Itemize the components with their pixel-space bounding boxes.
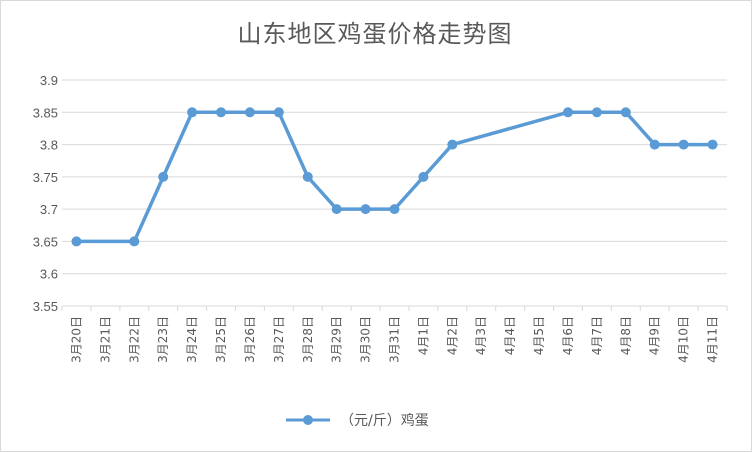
x-category-label: 4月8日 <box>619 316 633 355</box>
x-category-label: 3月27日 <box>272 316 286 363</box>
y-tick-label: 3.65 <box>33 234 58 249</box>
data-point <box>273 107 284 118</box>
x-category-label: 4月1日 <box>416 316 430 355</box>
x-category-label: 3月24日 <box>185 316 199 363</box>
data-point <box>187 107 198 118</box>
y-tick-label: 3.55 <box>33 299 58 314</box>
x-category-label: 3月26日 <box>243 316 257 363</box>
data-point <box>71 236 82 247</box>
x-category-label: 4月2日 <box>445 316 459 355</box>
x-category-label: 3月21日 <box>98 316 112 363</box>
x-category-label: 4月7日 <box>590 316 604 355</box>
x-category-label: 4月10日 <box>677 316 691 363</box>
x-category-label: 4月3日 <box>474 316 488 355</box>
data-point <box>360 204 371 215</box>
gridlines <box>62 79 727 307</box>
data-point <box>302 171 313 182</box>
x-category-label: 3月28日 <box>301 316 315 363</box>
y-tick-label: 3.7 <box>40 202 58 217</box>
data-point <box>129 236 140 247</box>
x-category-label: 3月31日 <box>388 316 402 363</box>
series-layer <box>71 107 718 247</box>
y-tick-label: 3.75 <box>33 170 58 185</box>
x-category-label: 3月25日 <box>214 316 228 363</box>
x-category-label: 3月29日 <box>330 316 344 363</box>
legend-series-label: （元/斤）鸡蛋 <box>340 412 429 429</box>
data-point <box>591 107 602 118</box>
x-category-label: 4月9日 <box>648 316 662 355</box>
y-axis-ticks: 3.55 3.6 3.65 3.7 3.75 3.8 3.85 3.9 <box>33 73 58 314</box>
legend: （元/斤）鸡蛋 <box>286 412 429 429</box>
data-point <box>244 107 255 118</box>
x-category-label: 3月30日 <box>359 316 373 363</box>
legend-point-marker <box>303 415 313 425</box>
y-tick-label: 3.9 <box>40 73 58 88</box>
data-point <box>418 171 429 182</box>
x-category-label: 4月11日 <box>706 316 720 363</box>
x-category-label: 3月22日 <box>127 316 141 363</box>
data-point <box>707 139 718 150</box>
x-axis: 3月20日 3月21日 3月22日 3月23日 3月24日 3月25日 3月26日 3月27日… <box>61 305 728 363</box>
x-category-label: 4月6日 <box>561 316 575 355</box>
x-category-label: 3月20日 <box>69 316 83 363</box>
data-point <box>331 204 342 215</box>
data-point <box>562 107 573 118</box>
data-point <box>158 171 169 182</box>
data-point <box>620 107 631 118</box>
data-point <box>447 139 458 150</box>
data-point <box>389 204 400 215</box>
chart-title: 山东地区鸡蛋价格走势图 <box>237 20 513 48</box>
x-category-label: 4月4日 <box>503 316 517 355</box>
y-tick-label: 3.6 <box>40 267 58 282</box>
x-category-label: 3月23日 <box>156 316 170 363</box>
data-point <box>216 107 227 118</box>
data-point <box>649 139 660 150</box>
y-tick-label: 3.8 <box>40 138 58 153</box>
x-category-label: 4月5日 <box>532 316 546 355</box>
y-tick-label: 3.85 <box>33 105 58 120</box>
data-point <box>678 139 689 150</box>
